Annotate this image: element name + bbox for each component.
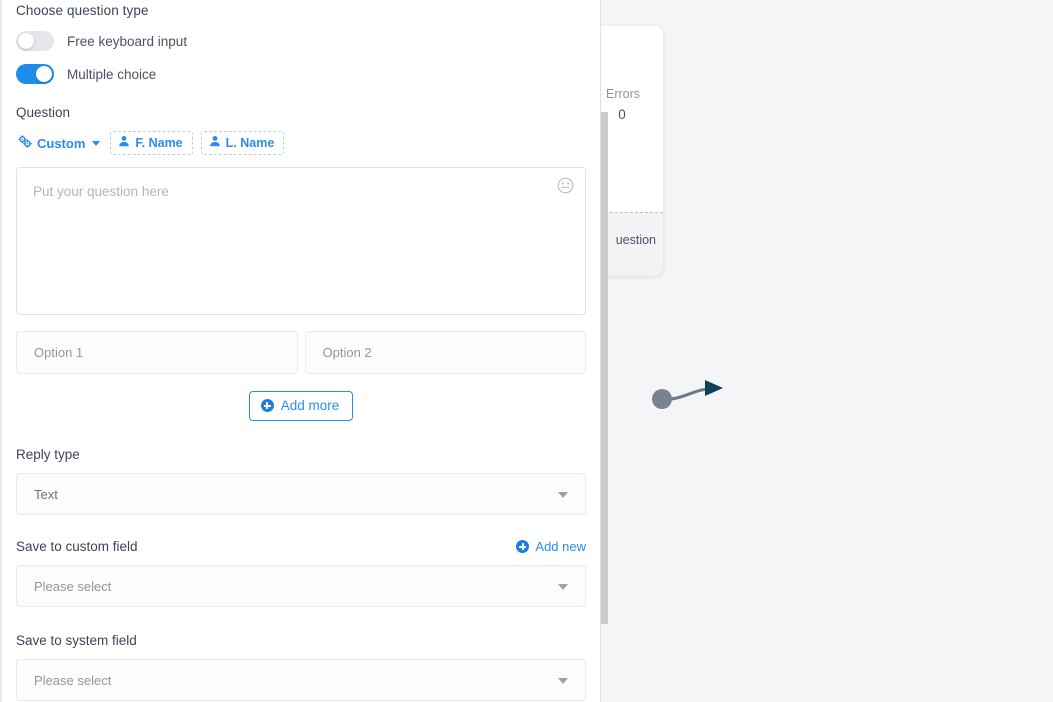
add-more-wrapper: Add more: [16, 391, 586, 421]
choice-options-row: Option 1 Option 2: [16, 331, 586, 374]
option-2-input[interactable]: Option 2: [304, 331, 586, 374]
toggle-row-free-keyboard-input[interactable]: Free keyboard input: [16, 31, 586, 51]
question-textarea-wrapper[interactable]: Put your question here: [16, 167, 586, 315]
chip-first-name[interactable]: F. Name: [110, 131, 193, 155]
plus-circle-icon: [516, 540, 530, 553]
partial-node-output-label: uestion: [615, 233, 656, 247]
custom-field-dropdown[interactable]: Custom: [16, 133, 102, 153]
partial-errors-label-row: Errors: [601, 86, 655, 102]
system-field-select[interactable]: Please select: [16, 659, 586, 701]
gears-icon: [18, 135, 32, 151]
add-more-button[interactable]: Add more: [248, 391, 354, 421]
partial-errors-label: Errors: [606, 87, 641, 101]
merge-field-chip-row: Custom F. Name: [16, 131, 586, 155]
multiple-choice-switch[interactable]: [16, 64, 54, 84]
connector-source-dot: [652, 389, 672, 409]
reply-type-label: Reply type: [16, 447, 80, 462]
add-new-label: Add new: [535, 539, 586, 554]
chevron-down-icon: [92, 140, 101, 146]
question-textarea-placeholder: Put your question here: [33, 184, 169, 199]
question-heading: Question: [16, 105, 71, 120]
custom-field-label-row: Save to custom field Add new: [16, 539, 586, 554]
chip-last-name[interactable]: L. Name: [200, 131, 285, 155]
switch-knob: [36, 66, 52, 82]
chip-last-name-label: L. Name: [225, 135, 275, 150]
partial-node-divider: [601, 212, 663, 213]
switch-knob: [18, 33, 34, 49]
custom-field-label: Save to custom field: [16, 539, 138, 554]
custom-field-label: Custom: [37, 135, 86, 151]
panel-scrollbar-thumb[interactable]: [601, 112, 608, 624]
person-icon: [118, 135, 130, 150]
partial-errors-value: 0: [618, 107, 626, 122]
smiley-icon[interactable]: [557, 177, 574, 194]
person-icon: [209, 135, 221, 150]
connector-arrowhead: [705, 380, 723, 396]
reply-type-value: Text: [34, 486, 58, 502]
free-keyboard-input-switch[interactable]: [16, 31, 54, 51]
flow-node-partial[interactable]: Errors 0 uestion: [601, 26, 663, 276]
chevron-down-icon: [558, 584, 568, 590]
add-more-label: Add more: [280, 398, 340, 413]
plus-circle-icon: [260, 399, 274, 412]
connector-edge: [652, 380, 723, 409]
toggle-row-multiple-choice[interactable]: Multiple choice: [16, 64, 586, 84]
free-keyboard-input-label: Free keyboard input: [67, 33, 188, 49]
question-type-heading: Choose question type: [16, 3, 149, 18]
custom-field-value: Please select: [34, 578, 112, 594]
question-settings-panel: Choose question type Free keyboard input…: [0, 0, 601, 702]
partial-node-footer: uestion: [601, 213, 663, 276]
partial-node-errors-stat: Errors 0: [601, 86, 655, 122]
custom-field-select[interactable]: Please select: [16, 565, 586, 607]
chevron-down-icon: [558, 678, 568, 684]
add-new-custom-field-button[interactable]: Add new: [516, 539, 586, 554]
chevron-down-icon: [558, 492, 568, 498]
system-field-label: Save to system field: [16, 633, 137, 648]
flow-canvas[interactable]: Errors 0 uestion ? New Question: [601, 0, 1053, 702]
multiple-choice-label: Multiple choice: [67, 66, 157, 82]
option-1-input[interactable]: Option 1: [16, 331, 298, 374]
reply-type-select[interactable]: Text: [16, 473, 586, 515]
system-field-value: Please select: [34, 672, 112, 688]
bug-icon: [601, 86, 602, 102]
chip-first-name-label: F. Name: [135, 135, 183, 150]
